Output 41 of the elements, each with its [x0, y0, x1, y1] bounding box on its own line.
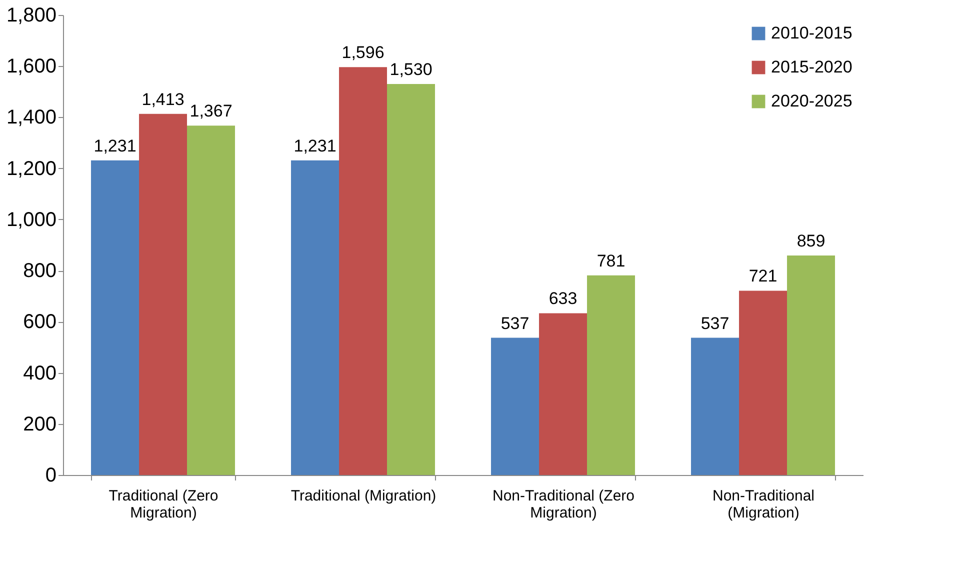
legend-label: 2015-2020	[771, 58, 852, 76]
bar	[587, 275, 635, 475]
data-label: 1,413	[142, 90, 184, 109]
x-tick-label: Traditional (Migration)	[290, 488, 436, 504]
data-label: 1,231	[294, 136, 336, 156]
legend-label: 2020-2025	[771, 92, 852, 110]
x-tick-label: Non-Traditional (Migration)	[712, 488, 814, 522]
x-tick-label: Non-Traditional (Zero Migration)	[492, 488, 634, 522]
bar	[339, 67, 387, 475]
y-tick-label: 600	[23, 311, 56, 334]
y-tick-label: 1,200	[6, 158, 56, 180]
y-tick-label: 1,800	[6, 4, 56, 26]
data-label: 859	[796, 231, 826, 250]
data-label: 1,367	[190, 102, 232, 121]
bar	[691, 338, 739, 475]
y-tick-label: 800	[23, 260, 56, 282]
bar	[787, 255, 835, 475]
data-label: 781	[596, 251, 626, 270]
data-label: 1,596	[342, 43, 384, 62]
y-tick-label: 0	[45, 464, 56, 486]
data-label: 633	[548, 289, 578, 308]
y-tick-label: 1,400	[6, 106, 56, 129]
x-tick-label: Traditional (Zero Migration)	[108, 488, 218, 522]
data-label: 1,231	[94, 136, 136, 156]
data-label: 537	[500, 314, 530, 333]
data-label: 1,530	[390, 60, 432, 79]
bar	[491, 338, 539, 475]
y-tick-label: 400	[23, 362, 56, 384]
data-label: 721	[748, 266, 778, 286]
y-tick-label: 1,000	[6, 208, 56, 231]
bar	[291, 160, 339, 475]
y-tick-label: 200	[23, 413, 56, 436]
y-tick-label: 1,600	[6, 56, 56, 78]
bar	[539, 313, 587, 475]
bar	[139, 114, 187, 475]
data-label: 537	[700, 314, 730, 333]
bar	[187, 126, 235, 475]
bar	[739, 290, 787, 475]
bar	[387, 84, 435, 475]
bar	[91, 160, 139, 475]
legend-label: 2010-2015	[771, 24, 852, 42]
